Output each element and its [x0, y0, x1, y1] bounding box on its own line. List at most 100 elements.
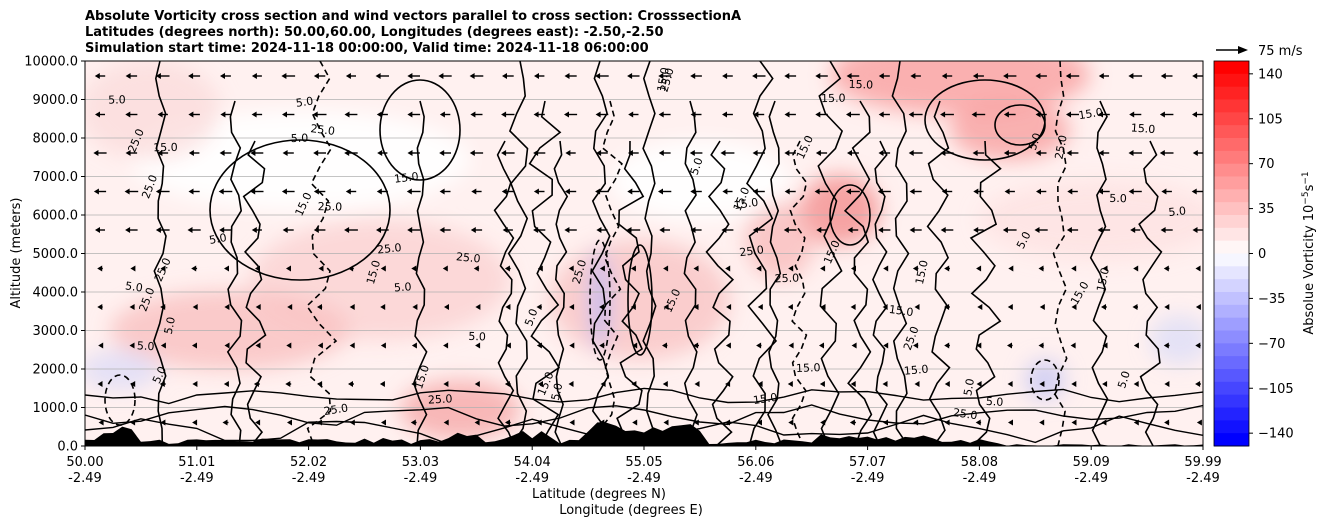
contour-label: 5.0 [208, 231, 227, 247]
wind-vector-head [1133, 265, 1139, 272]
wind-vector-head [944, 304, 950, 310]
wind-vector-head [1034, 227, 1040, 233]
wind-vector-head [725, 381, 731, 387]
colorbar-band [1214, 61, 1249, 75]
wind-vector-head [160, 419, 166, 426]
y-tick-label: 7000.0 [33, 170, 79, 185]
contour-line [153, 61, 167, 446]
wind-vector-head [1128, 150, 1134, 156]
wind-vector-head [223, 381, 229, 387]
vorticity-field [85, 61, 1203, 440]
wind-vector-head [407, 150, 413, 156]
wind-vector-head [348, 381, 353, 387]
wind-vector-head [659, 227, 665, 233]
colorbar-band [1214, 163, 1249, 177]
wind-vector-head [752, 150, 758, 156]
wind-vector-head [693, 342, 699, 349]
wind-vector-head [568, 265, 574, 272]
contour-label: 25.0 [657, 66, 676, 93]
colorbar-band [1214, 150, 1249, 165]
colorbar-band [1214, 279, 1249, 293]
wind-vector-head [285, 381, 291, 387]
contour-label: 5.0 [295, 95, 314, 110]
contour-line [683, 100, 698, 446]
wind-vector-head [599, 265, 605, 272]
colorbar-band [1214, 394, 1249, 408]
wind-vector-head [376, 111, 382, 118]
wind-vector-head [596, 227, 602, 233]
wind-vector-head [1163, 342, 1169, 349]
wind-vector-head [569, 419, 575, 426]
wind-vector-head [908, 150, 914, 156]
wind-vector-head [537, 265, 543, 272]
wind-vector-head [219, 227, 225, 233]
wind-vector-head [1071, 304, 1077, 310]
field-shading [85, 61, 1203, 440]
wind-vector-head [1101, 304, 1106, 310]
colorbar-ticks: 140 105 70 35 0 −35 −70 −105 −140 [1249, 67, 1294, 442]
wind-vector-head [224, 342, 230, 349]
wind-vector-head [721, 227, 727, 233]
vorticity-contours [85, 61, 1203, 446]
wind-vector-head [941, 188, 947, 195]
wind-vector-head [1191, 188, 1197, 195]
wind-vector-head [157, 150, 163, 156]
contour-line [926, 100, 951, 446]
wind-vector-head [501, 111, 507, 118]
wind-vector-head [187, 227, 193, 233]
wind-vector-head [940, 227, 946, 233]
x-tick-label-lon: -2.49 [627, 471, 661, 486]
wind-vector-head [693, 265, 699, 272]
x-tick-label-lat: 59.99 [1184, 455, 1221, 470]
wind-vector-head [725, 419, 730, 426]
wind-vector-head [412, 304, 418, 310]
y-tick-label: 0.0 [57, 440, 78, 455]
wind-vector-head [536, 304, 542, 310]
wind-vector-head [1071, 419, 1077, 426]
contour-label: 15.0 [796, 361, 821, 375]
wind-vector-head [407, 227, 413, 233]
wind-vector-head [568, 381, 574, 387]
wind-vector-head [313, 227, 319, 233]
field-blob [400, 380, 520, 440]
contour-label: 15.0 [888, 303, 914, 319]
colorbar-band [1214, 125, 1249, 139]
wind-vector-head [569, 342, 575, 349]
contour-line [507, 61, 529, 446]
wind-vector-head [344, 150, 350, 156]
wind-vector-head [251, 227, 257, 233]
wind-vector-head [345, 188, 351, 195]
wind-vector-head [851, 342, 857, 349]
wind-vector-head [470, 111, 476, 118]
wind-vector-head [972, 150, 978, 156]
wind-vector-head [255, 419, 261, 426]
colorbar-band [1214, 73, 1249, 88]
contour-label: 5.0 [468, 330, 486, 344]
wind-vector-head [850, 381, 856, 387]
wind-vector-head [595, 188, 601, 195]
wind-vector-head [316, 419, 322, 426]
wind-vector-head [224, 265, 229, 272]
colorbar-band [1214, 227, 1249, 242]
wind-vector-head [93, 150, 99, 156]
x-tick-label-lat: 57.07 [849, 455, 886, 470]
y-tick-label: 9000.0 [33, 93, 79, 108]
wind-vector-head [757, 381, 763, 387]
wind-vector-head [1065, 73, 1071, 79]
colorbar-tick-label: 0 [1258, 247, 1266, 262]
wind-vector-head [1039, 304, 1045, 310]
contour-line [85, 387, 1203, 405]
wind-vector-head [376, 188, 382, 195]
wind-vector-head [599, 304, 605, 310]
wind-vector-head [312, 111, 318, 118]
field-blob [85, 61, 220, 160]
x-tick-label-lat: 56.06 [737, 455, 774, 470]
colorbar-band [1214, 202, 1249, 216]
wind-vector-head [944, 265, 950, 272]
colorbar-band [1214, 343, 1249, 357]
wind-vector-head [1159, 111, 1165, 118]
wind-vector-head [820, 419, 826, 426]
wind-vector-head [160, 265, 166, 272]
wind-vectors [93, 73, 1203, 426]
